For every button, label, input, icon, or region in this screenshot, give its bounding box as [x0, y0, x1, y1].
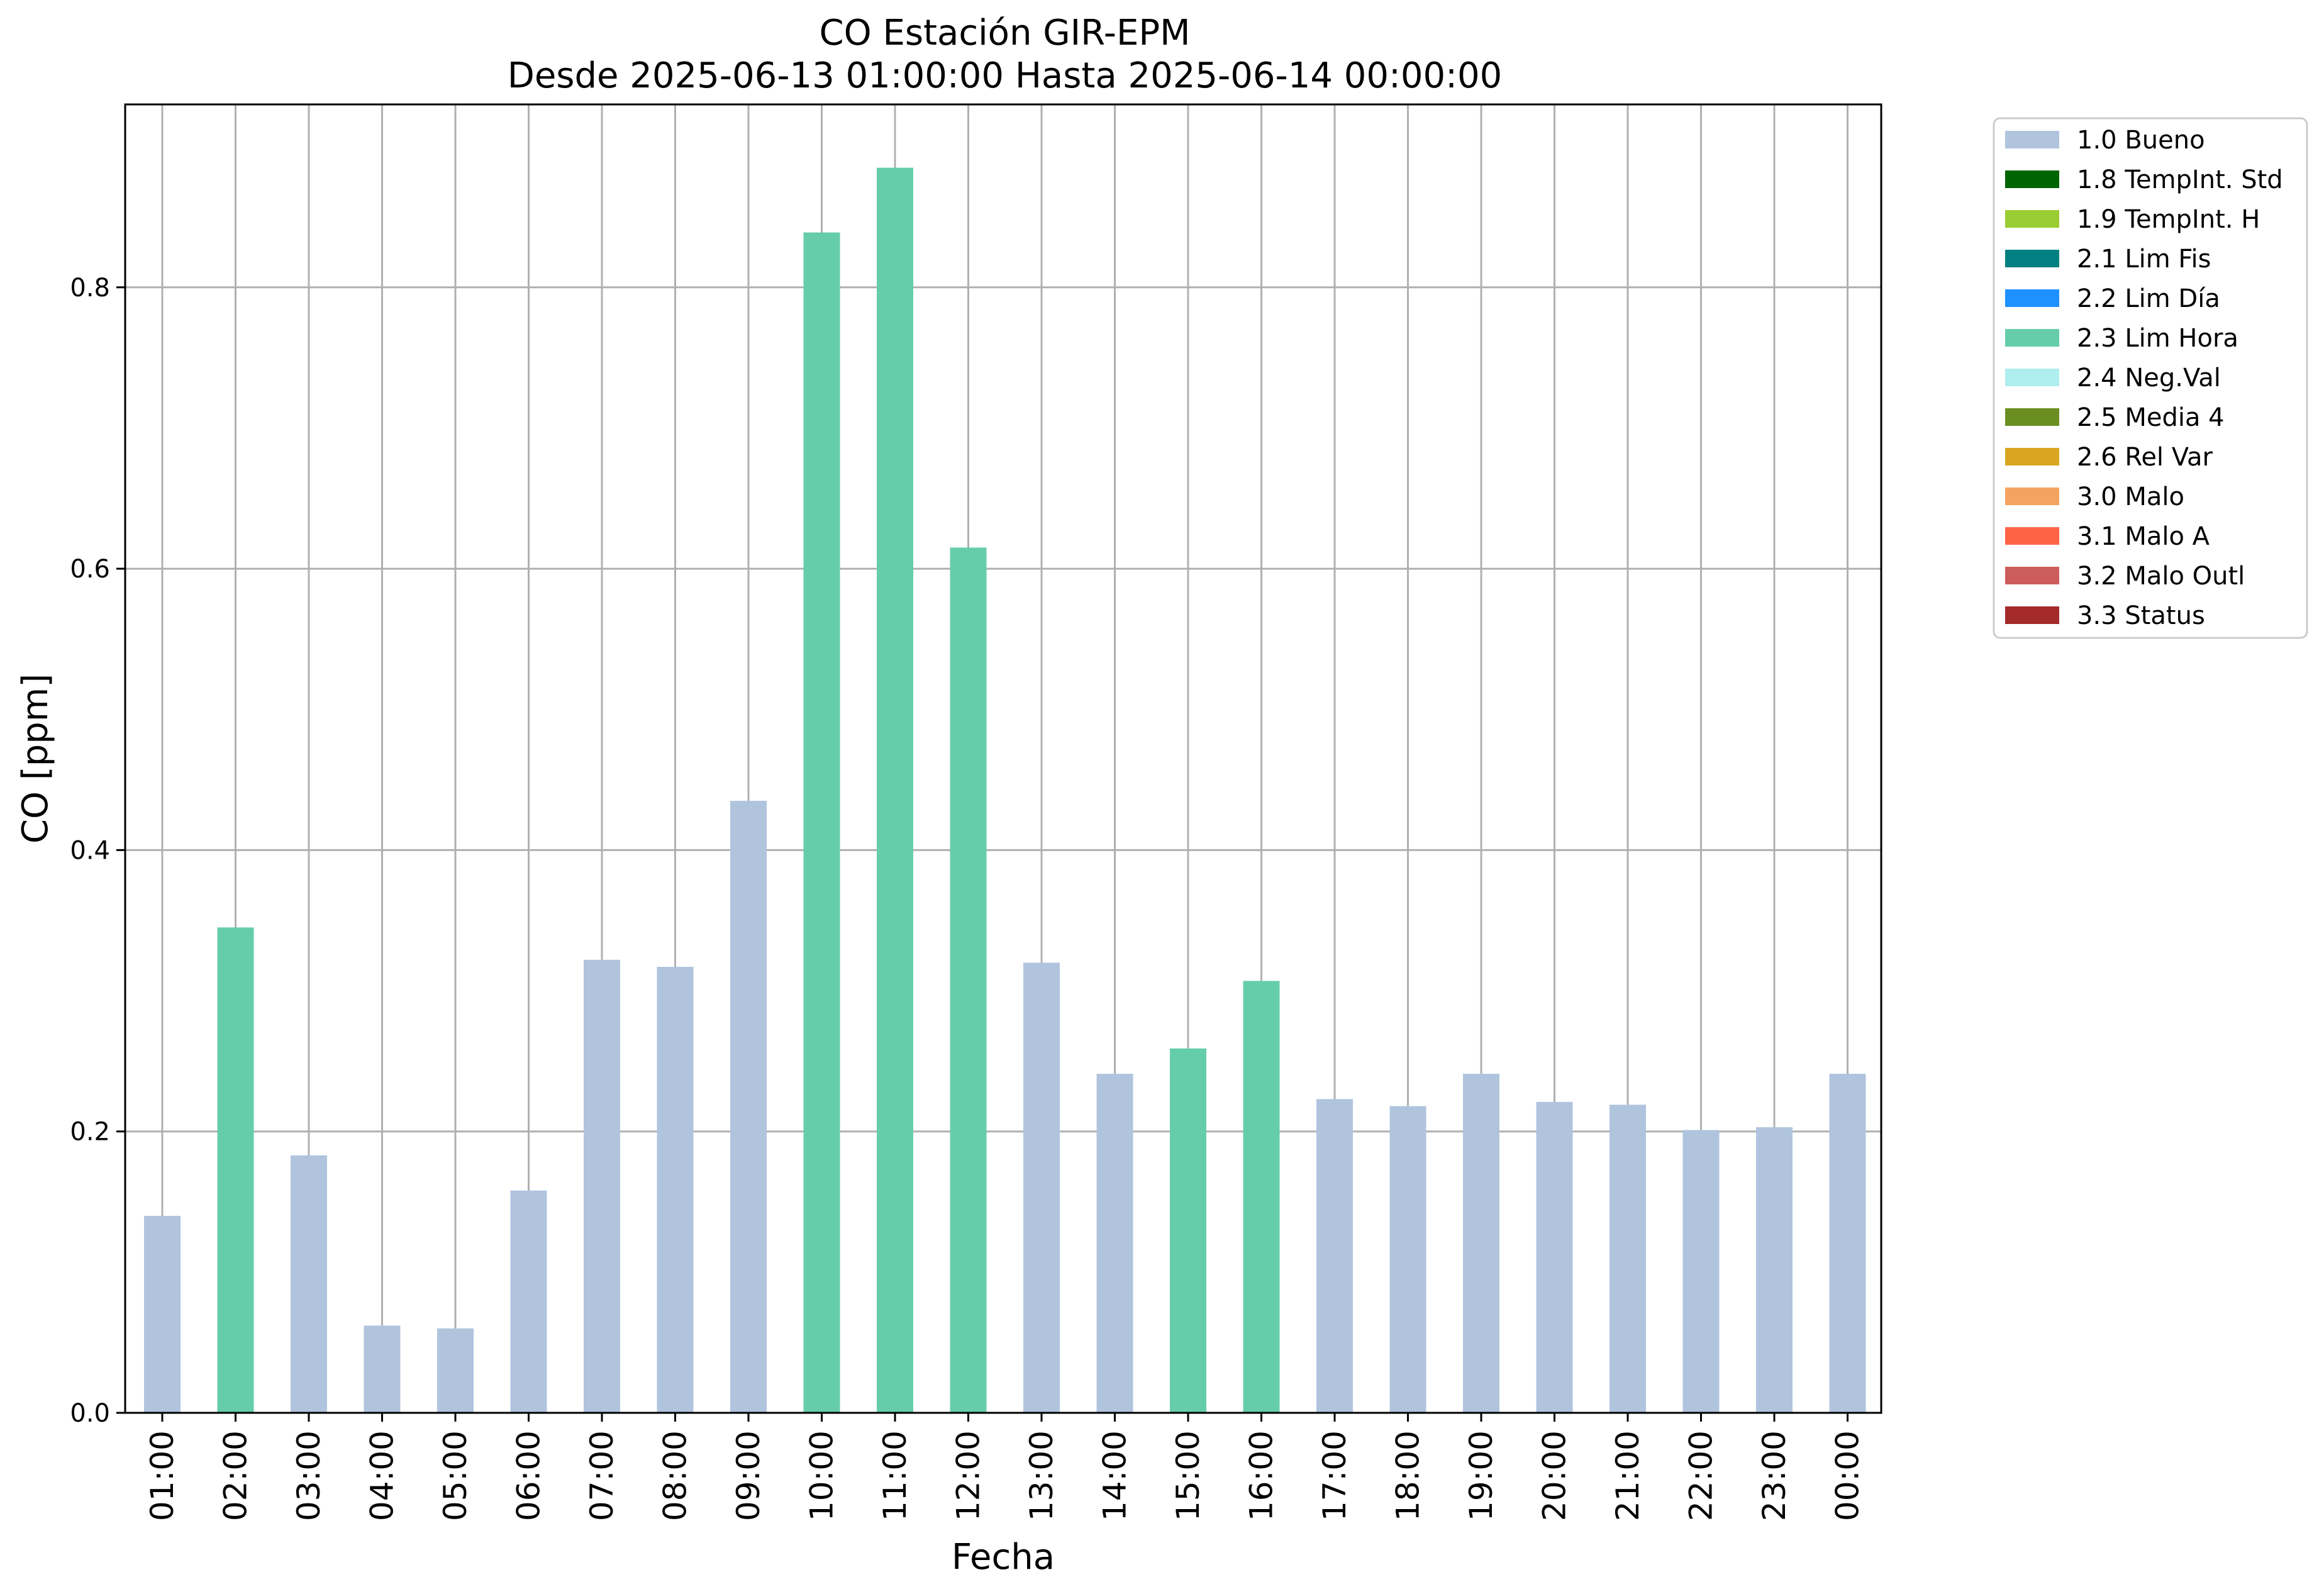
bar: [950, 547, 987, 1413]
legend-swatch: [2005, 488, 2059, 505]
bar: [584, 959, 620, 1413]
legend-label: 2.6 Rel Var: [2077, 443, 2213, 472]
x-tick-label: 13:00: [1023, 1430, 1060, 1521]
legend-swatch: [2005, 527, 2059, 545]
legend-label: 3.0 Malo: [2077, 482, 2184, 511]
bar: [144, 1215, 181, 1413]
legend-label: 1.8 TempInt. Std: [2077, 165, 2283, 194]
y-tick-label: 0.0: [70, 1399, 110, 1428]
bar-series: [144, 167, 1866, 1413]
x-tick-label: 16:00: [1243, 1430, 1280, 1521]
legend-label: 3.2 Malo Outl: [2077, 562, 2245, 591]
legend-swatch: [2005, 289, 2059, 307]
x-tick-label: 21:00: [1610, 1430, 1646, 1521]
bar: [437, 1328, 474, 1413]
x-tick-label: 15:00: [1170, 1430, 1206, 1521]
legend-swatch: [2005, 329, 2059, 347]
x-tick-label: 08:00: [657, 1430, 694, 1521]
x-tick-label: 10:00: [804, 1430, 840, 1521]
x-tick-label: 22:00: [1683, 1430, 1720, 1521]
x-axis-label: Fecha: [952, 1537, 1055, 1578]
bar: [877, 167, 913, 1413]
legend-label: 2.4 Neg.Val: [2077, 364, 2221, 393]
bar: [291, 1155, 327, 1413]
y-tick-label: 0.2: [70, 1118, 110, 1147]
x-tick-label: 12:00: [950, 1430, 987, 1521]
bar: [1023, 962, 1060, 1413]
bar: [730, 801, 767, 1413]
legend-label: 2.2 Lim Día: [2077, 284, 2220, 313]
bar: [657, 967, 694, 1413]
bar: [1389, 1106, 1426, 1413]
plot-area-frame: [124, 103, 1882, 1414]
legend-label: 2.5 Media 4: [2077, 403, 2225, 432]
legend-swatch: [2005, 567, 2059, 584]
legend-swatch: [2005, 448, 2059, 465]
bar: [1829, 1073, 1866, 1413]
bar: [1463, 1073, 1499, 1413]
bar: [1243, 981, 1280, 1413]
legend-label: 2.1 Lim Fis: [2077, 245, 2211, 274]
y-tick-label: 0.6: [70, 555, 110, 584]
legend: 1.0 Bueno 1.8 TempInt. Std 1.9 TempInt. H 2…: [1993, 117, 2308, 639]
legend-label: 1.9 TempInt. H: [2077, 205, 2260, 234]
legend-label: 3.1 Malo A: [2077, 522, 2210, 551]
legend-label: 3.3 Status: [2077, 601, 2205, 630]
legend-swatch: [2005, 131, 2059, 148]
x-tick-label: 18:00: [1390, 1430, 1426, 1521]
x-tick-label: 11:00: [877, 1430, 913, 1521]
chart-title: CO Estación GIR-EPM: [819, 13, 1191, 53]
y-tick-label: 0.8: [70, 274, 110, 303]
bar: [1316, 1099, 1353, 1413]
legend-swatch: [2005, 170, 2059, 188]
x-tick-label: 23:00: [1756, 1430, 1793, 1521]
bar: [217, 927, 254, 1413]
legend-swatch: [2005, 369, 2059, 386]
x-tick-label: 02:00: [218, 1430, 254, 1521]
x-tick-label: 17:00: [1316, 1430, 1353, 1521]
chart-subtitle: Desde 2025-06-13 01:00:00 Hasta 2025-06-…: [507, 55, 1503, 96]
legend-swatch: [2005, 210, 2059, 228]
bar: [1096, 1073, 1133, 1413]
x-tick-label: 03:00: [291, 1430, 327, 1521]
bar: [1610, 1105, 1646, 1413]
x-tick-label: 19:00: [1463, 1430, 1499, 1521]
bar: [1536, 1101, 1573, 1413]
x-tick-label: 07:00: [584, 1430, 620, 1521]
legend-label: 1.0 Bueno: [2077, 126, 2205, 155]
y-tick-label: 0.4: [70, 836, 110, 865]
x-axis-ticks: 01:00 02:00 03:00 04:00 05:00 06:00 07:00 08:00…: [144, 1413, 1866, 1521]
x-tick-label: 04:00: [364, 1430, 401, 1521]
bar: [1682, 1130, 1720, 1413]
legend-label: 2.3 Lim Hora: [2077, 324, 2238, 353]
x-tick-label: 01:00: [144, 1430, 181, 1521]
x-tick-label: 20:00: [1537, 1430, 1573, 1521]
bar: [364, 1325, 401, 1413]
legend-frame: [1993, 117, 2308, 639]
bar: [1170, 1048, 1206, 1413]
y-axis-label: CO [ppm]: [15, 674, 56, 844]
bar: [803, 232, 840, 1413]
x-tick-label: 06:00: [511, 1430, 547, 1521]
x-tick-label: 14:00: [1097, 1430, 1133, 1521]
x-tick-label: 00:00: [1830, 1430, 1866, 1521]
x-tick-label: 05:00: [437, 1430, 474, 1521]
x-tick-label: 09:00: [730, 1430, 767, 1521]
bar: [510, 1190, 547, 1413]
legend-swatch: [2005, 408, 2059, 426]
bar: [1756, 1127, 1793, 1413]
y-axis-ticks: 0.0 0.2 0.4 0.6 0.8: [70, 274, 125, 1428]
legend-swatch: [2005, 606, 2059, 624]
legend-swatch: [2005, 250, 2059, 267]
